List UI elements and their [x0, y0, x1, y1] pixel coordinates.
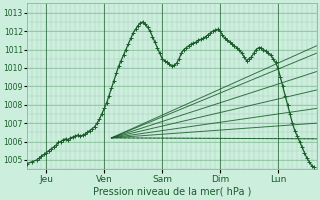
X-axis label: Pression niveau de la mer( hPa ): Pression niveau de la mer( hPa )	[92, 187, 251, 197]
